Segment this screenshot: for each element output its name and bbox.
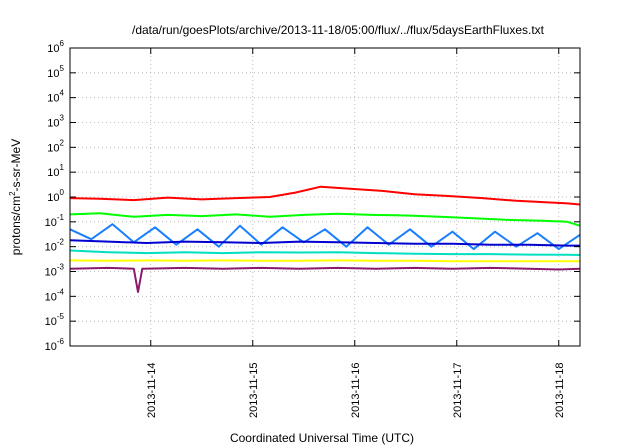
series-line-4 bbox=[69, 239, 580, 247]
y-axis-label-sup: 2 bbox=[8, 191, 17, 196]
series-line-2 bbox=[69, 212, 581, 227]
y-tick-label: 100 bbox=[47, 188, 64, 204]
y-tick-label: 10-4 bbox=[45, 287, 65, 303]
tick-marks bbox=[70, 47, 580, 347]
x-tick-label: 2013-11-15 bbox=[248, 363, 260, 418]
series-line-6 bbox=[69, 259, 580, 263]
y-axis-label: protons/cm2-s-sr-MeV bbox=[8, 139, 23, 255]
x-axis-label: Coordinated Universal Time (UTC) bbox=[230, 431, 414, 445]
y-tick-label: 10-6 bbox=[45, 337, 65, 353]
series-line-1 bbox=[69, 185, 581, 206]
x-tick-label: 2013-11-18 bbox=[554, 363, 566, 418]
series-line-7 bbox=[69, 266, 581, 293]
x-tick-label: 2013-11-14 bbox=[146, 363, 158, 418]
y-tick-label: 10-1 bbox=[45, 213, 65, 229]
x-tick-labels: 2013-11-14 2013-11-15 2013-11-16 2013-11-17… bbox=[146, 363, 566, 418]
y-tick-label: 10-2 bbox=[45, 238, 65, 254]
series-layer bbox=[69, 185, 581, 293]
y-tick-label: 105 bbox=[47, 64, 64, 80]
y-axis-label-base: protons/cm bbox=[9, 196, 23, 255]
series-line-3 bbox=[69, 223, 581, 251]
y-tick-label: 101 bbox=[47, 163, 64, 179]
chart-title: /data/run/goesPlots/archive/2013-11-18/0… bbox=[132, 23, 545, 37]
y-tick-label: 103 bbox=[47, 114, 64, 130]
y-tick-label: 102 bbox=[47, 138, 64, 154]
y-tick-labels: 10-6 10-5 10-4 10-3 10-2 10-1 100 101 102 103 104 1… bbox=[45, 39, 65, 353]
y-tick-label: 10-5 bbox=[45, 312, 65, 328]
y-axis-label-rest: -s-sr-MeV bbox=[9, 139, 23, 192]
y-tick-label: 104 bbox=[47, 89, 64, 105]
y-tick-label: 106 bbox=[47, 39, 64, 55]
series-line-5 bbox=[69, 249, 581, 256]
grid-lines bbox=[70, 48, 580, 346]
y-tick-label: 10-3 bbox=[45, 263, 65, 279]
x-tick-label: 2013-11-17 bbox=[452, 363, 464, 418]
x-tick-label: 2013-11-16 bbox=[350, 363, 362, 418]
